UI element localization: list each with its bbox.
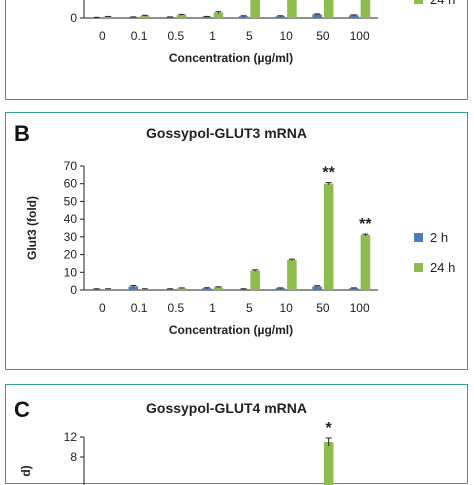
y-tick-label: 0 xyxy=(70,283,77,297)
x-tick-label: 5 xyxy=(246,301,253,315)
x-tick-label: 0 xyxy=(99,301,106,315)
chart-a: 0 0 0.1 0.5 1 5 10 50 100 Concentration (µg/ml) 24… xyxy=(6,0,469,101)
bar xyxy=(287,0,297,18)
x-tick-label: 0.1 xyxy=(131,301,148,315)
y-tick-label: 50 xyxy=(64,194,78,208)
bar xyxy=(177,15,187,18)
legend-swatch xyxy=(414,263,423,272)
y-tick-label: 0 xyxy=(70,11,77,25)
x-tick-label: 10 xyxy=(279,301,293,315)
y-tick-label: 20 xyxy=(64,248,78,262)
x-tick-label: 1 xyxy=(209,29,216,43)
legend-swatch xyxy=(414,233,423,242)
panel-a: 0 0 0.1 0.5 1 5 10 50 100 Concentration (µg/ml) 24… xyxy=(5,0,468,100)
y-tick-label: 40 xyxy=(64,212,78,226)
bar xyxy=(250,271,260,290)
y-tick-label: 70 xyxy=(64,159,78,173)
x-tick-label: 100 xyxy=(350,301,370,315)
chart-c: 12 8 * d) xyxy=(6,385,469,485)
x-tick-label: 50 xyxy=(316,29,330,43)
y-tick-label: 10 xyxy=(64,265,78,279)
legend-label: 2 h xyxy=(430,230,448,245)
x-tick-label: 10 xyxy=(279,29,293,43)
x-axis-label: Concentration (µg/ml) xyxy=(169,323,293,337)
x-tick-label: 0 xyxy=(99,29,106,43)
bar xyxy=(324,0,334,18)
legend-swatch xyxy=(414,0,423,4)
bar xyxy=(361,0,371,18)
significance-label: ** xyxy=(359,216,372,233)
x-tick-label: 1 xyxy=(209,301,216,315)
legend-label: 24 h xyxy=(430,260,455,275)
x-tick-label: 50 xyxy=(316,301,330,315)
bar xyxy=(250,0,260,18)
x-tick-label: 100 xyxy=(350,29,370,43)
x-tick-label: 5 xyxy=(246,29,253,43)
significance-label: ** xyxy=(322,165,335,182)
x-axis-label: Concentration (µg/ml) xyxy=(169,51,293,65)
chart-b: 0 10 20 30 40 50 60 70 0 0.1 0.5 1 5 10 50 100 ** ** Conce… xyxy=(6,113,469,371)
y-tick-label: 12 xyxy=(64,430,78,444)
y-tick-label: 30 xyxy=(64,230,78,244)
y-axis-label: Glut3 (fold) xyxy=(25,196,39,260)
bar xyxy=(361,235,371,290)
bar xyxy=(287,260,297,290)
y-axis-label: d) xyxy=(19,465,33,476)
x-tick-label: 0.1 xyxy=(131,29,148,43)
legend-label: 24 h xyxy=(430,0,455,7)
x-tick-label: 0.5 xyxy=(168,29,185,43)
significance-label: * xyxy=(326,420,333,437)
bar xyxy=(312,14,322,18)
y-tick-label: 60 xyxy=(64,177,78,191)
x-tick-label: 0.5 xyxy=(168,301,185,315)
y-tick-label: 8 xyxy=(70,450,77,464)
bar xyxy=(324,442,334,485)
bar xyxy=(324,184,334,290)
